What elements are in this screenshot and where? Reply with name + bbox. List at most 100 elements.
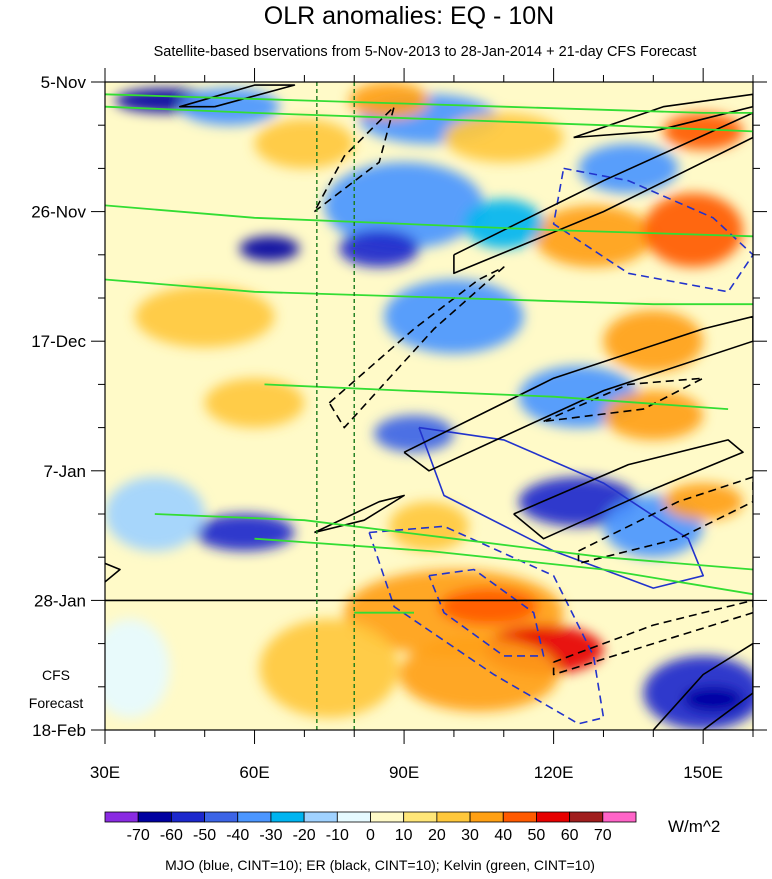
- anomaly-region-33: [683, 686, 744, 712]
- anomaly-region-11: [533, 205, 654, 268]
- y-tick-label: 28-Jan: [34, 591, 86, 610]
- x-tick-label: 120E: [534, 763, 574, 782]
- colorbar-box-9: [403, 811, 438, 823]
- anomaly-region-24: [194, 514, 295, 552]
- colorbar-label: -60: [160, 827, 183, 844]
- anomaly-region-30: [259, 618, 400, 718]
- er-contour-14: [552, 599, 753, 676]
- colorbar-label: -30: [259, 827, 282, 844]
- colorbar-box-11: [469, 811, 504, 823]
- anomaly-region-15: [384, 279, 524, 354]
- chart-subtitle: Satellite-based bservations from 5-Nov-2…: [154, 44, 697, 60]
- anomaly-region-12: [643, 193, 744, 268]
- colorbar-box-10: [436, 811, 471, 823]
- colorbar-label: -20: [293, 827, 316, 844]
- colorbar-label: 10: [395, 827, 413, 844]
- reference-lines: [105, 82, 753, 730]
- er-contour-7: [328, 266, 505, 429]
- er-contour-10: [513, 439, 744, 540]
- colorbar-unit: W/m^2: [668, 817, 720, 836]
- anomaly-region-9: [339, 230, 420, 268]
- y-axis: 5-Nov 26-Nov 17-Dec 7-Jan 28-Jan 18-Feb: [31, 73, 767, 740]
- plot-frame: [104, 81, 754, 731]
- chart-title: OLR anomalies: EQ - 10N: [264, 2, 554, 30]
- colorbar-label: 50: [528, 827, 546, 844]
- mjo-contour-2: [368, 525, 605, 725]
- colorbar-box-3: [204, 811, 239, 823]
- y-tick-label: 26-Nov: [31, 203, 86, 222]
- anomaly-region-4: [349, 82, 429, 120]
- anomaly-region-10: [239, 236, 300, 261]
- colorbar-box-14: [569, 811, 604, 823]
- kelvin-contour-19: [105, 204, 753, 238]
- colorbar-box-12: [502, 811, 537, 823]
- kelvin-contour-21: [264, 383, 729, 410]
- colorbar-box-15: [602, 811, 637, 823]
- y-tick-label: 5-Nov: [41, 73, 87, 92]
- colorbar-label: 20: [428, 827, 446, 844]
- colorbar-box-0: [104, 811, 139, 823]
- colorbar-label: -40: [226, 827, 249, 844]
- kelvin-contour-20: [105, 278, 753, 306]
- wave-contours: [105, 84, 753, 730]
- colorbar-label: 70: [594, 827, 612, 844]
- mjo-contour-3: [428, 568, 545, 657]
- anomaly-region-8: [324, 162, 484, 249]
- x-tick-label: 60E: [239, 763, 269, 782]
- kelvin-contour-18: [105, 105, 753, 133]
- er-contour-8: [403, 315, 753, 472]
- y-tick-label: 18-Feb: [32, 721, 86, 740]
- er-contour-4: [179, 84, 296, 108]
- er-contour-12: [314, 494, 405, 534]
- x-tick-label: 30E: [90, 763, 120, 782]
- er-contour-11: [577, 476, 753, 565]
- colorbar-label: 0: [366, 827, 375, 844]
- colorbar-box-13: [536, 811, 571, 823]
- mjo-contour-1: [418, 426, 704, 589]
- forecast-label-cfs: CFS: [42, 667, 70, 683]
- colorbar-box-4: [237, 811, 272, 823]
- colorbar-label: 60: [561, 827, 579, 844]
- anomaly-region-25: [389, 501, 469, 552]
- colorbar-box-8: [370, 811, 405, 823]
- colorbar-box-1: [137, 811, 172, 823]
- colorbar-box-2: [170, 811, 205, 823]
- anomaly-region-14: [134, 285, 275, 348]
- anomaly-region-5: [254, 119, 355, 169]
- er-contour-13: [105, 562, 121, 583]
- footer-legend: MJO (blue, CINT=10); ER (black, CINT=10)…: [165, 857, 595, 873]
- y-tick-label: 7-Jan: [43, 462, 86, 481]
- y-tick-label: 17-Dec: [31, 332, 86, 351]
- colorbar-label: 30: [461, 827, 479, 844]
- anomaly-region-18: [603, 390, 704, 440]
- x-tick-label: 90E: [389, 763, 419, 782]
- anomaly-region-3: [443, 112, 564, 163]
- anomaly-region-23: [663, 483, 744, 521]
- anomaly-region-19: [204, 378, 305, 428]
- colorbar-label: 40: [494, 827, 512, 844]
- x-tick-label: 150E: [683, 763, 723, 782]
- kelvin-contour-17: [105, 93, 753, 114]
- colorbar-label: -70: [127, 827, 150, 844]
- anomaly-region-34: [105, 618, 170, 718]
- anomaly-region-31: [399, 637, 559, 712]
- forecast-label-forecast: Forecast: [29, 695, 84, 711]
- anomaly-region-6: [663, 112, 744, 150]
- colorbar-box-6: [303, 811, 338, 823]
- anomaly-region-16: [603, 310, 704, 373]
- kelvin-contour-23: [254, 537, 753, 596]
- anomaly-region-13: [463, 199, 544, 249]
- er-contour-5: [453, 112, 753, 275]
- er-contour-15: [652, 642, 753, 730]
- colorbar-box-5: [270, 811, 305, 823]
- colorbar-label: -10: [326, 827, 349, 844]
- x-axis: 30E 60E 90E 120E 150E: [90, 68, 754, 782]
- colorbar-label: -50: [193, 827, 216, 844]
- colorbar: -70 -60 -50 -40 -30 -20 -10 0 10 20 30 40 50 60 70: [104, 811, 637, 844]
- mjo-contour-0: [552, 167, 753, 293]
- colorbar-box-7: [336, 811, 371, 823]
- anomaly-region-20: [374, 415, 454, 453]
- kelvin-contour-22: [154, 513, 753, 571]
- er-contour-6: [313, 105, 395, 213]
